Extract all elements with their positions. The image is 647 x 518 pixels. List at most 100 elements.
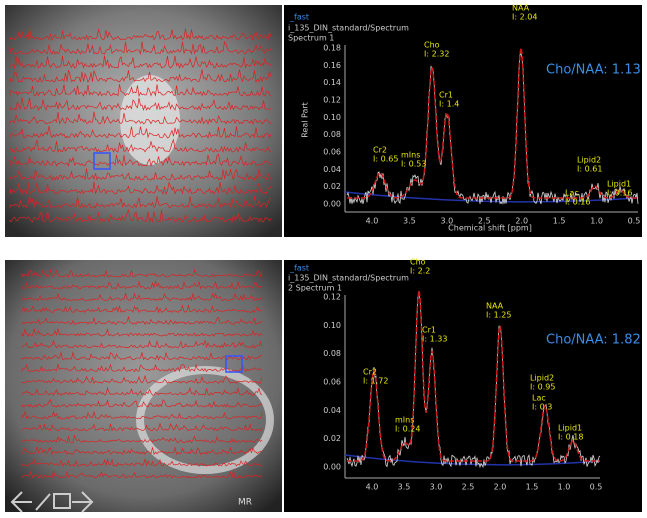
- voxel-spectra: [21, 410, 263, 420]
- voxel-spectra: [9, 153, 272, 168]
- peak-value: I: 1.4: [439, 100, 459, 109]
- peak-name: Lipid1: [558, 424, 582, 433]
- mr-image-bottom: [5, 260, 282, 512]
- path: i_135_DIN_standard/Spectrum: [288, 274, 409, 283]
- subtitle: Spectrum 1: [288, 34, 334, 43]
- voxel-spectra: [9, 69, 272, 84]
- peak-value: I: 0.65: [373, 155, 398, 164]
- path: i_135_DIN_standard/Spectrum: [288, 24, 409, 33]
- y-tick-label: 0.08: [323, 349, 341, 358]
- ratio: Cho/NAA: 1.82: [546, 333, 641, 348]
- y-tick-label: 0.04: [323, 165, 341, 174]
- x-tick-label: 3.5: [398, 483, 411, 492]
- peak-name: NAA: [486, 302, 504, 311]
- peak-name: Lipid2: [577, 156, 601, 165]
- spectrum-raw: [346, 294, 601, 469]
- subtitle: 2 Spectrum 1: [288, 284, 342, 293]
- peak-name: Cr1: [439, 91, 453, 100]
- back-icon[interactable]: [10, 491, 32, 513]
- peak-name: Cr1: [422, 326, 436, 335]
- voxel-spectra: [21, 268, 263, 278]
- voxel-spectra: [21, 399, 263, 408]
- x-tick-label: 1.5: [553, 217, 566, 226]
- peak-value: I: 2.32: [424, 50, 449, 59]
- voxel-spectra: [9, 208, 272, 224]
- x-tick-label: 3.5: [403, 217, 416, 226]
- voxel-spectra: [9, 138, 272, 153]
- note-icon[interactable]: [53, 493, 71, 509]
- y-tick-label: 0.06: [323, 148, 341, 157]
- voxel-marker[interactable]: [225, 355, 243, 373]
- peak-name: mIns: [401, 151, 420, 160]
- spectrum-raw: [346, 52, 639, 205]
- x-tick-label: 2.5: [462, 483, 475, 492]
- y-tick-label: 0.00: [323, 463, 341, 472]
- x-tick-label: 2.5: [478, 217, 491, 226]
- voxel-spectra: [21, 363, 263, 373]
- voxel-spectra: [21, 445, 263, 456]
- y-label: Real Part: [301, 102, 310, 138]
- peak-value: I: 1.33: [422, 335, 447, 344]
- peak-name: NAA: [512, 4, 530, 13]
- image-label: MR: [238, 498, 252, 508]
- voxel-spectra: [9, 97, 272, 112]
- peak-name: Lipid2: [530, 374, 554, 383]
- y-tick-label: 0.00: [323, 200, 341, 209]
- voxel-spectra: [21, 374, 263, 384]
- spectrum-fit: [347, 290, 600, 462]
- x-tick-label: 4.0: [366, 483, 379, 492]
- peak-value: I: 0.18: [558, 433, 583, 442]
- y-tick-label: 0.02: [323, 434, 341, 443]
- voxel-spectra: [9, 111, 272, 126]
- voxel-spectra: [9, 168, 272, 181]
- voxel-spectra: [21, 422, 263, 432]
- peak-name: Cr2: [373, 146, 387, 155]
- x-tick-label: 2.0: [515, 217, 528, 226]
- peak-value: I: 0.95: [530, 383, 555, 392]
- forward-icon[interactable]: [72, 491, 94, 513]
- peak-value: I: 0.16: [565, 198, 590, 207]
- x-tick-label: 0.5: [628, 217, 641, 226]
- source: _fast: [289, 264, 309, 273]
- y-tick-label: 0.08: [323, 130, 341, 139]
- x-tick-label: 1.5: [526, 483, 539, 492]
- y-tick-label: 0.06: [323, 378, 341, 387]
- voxel-spectra: [21, 339, 263, 349]
- ratio: Cho/NAA: 1.13: [546, 63, 641, 78]
- pen-icon[interactable]: [35, 493, 51, 511]
- toolbar: [10, 491, 94, 513]
- peak-value: I: 0.3: [532, 403, 552, 412]
- peak-name: Lipid1: [607, 180, 631, 189]
- peak-name: Cho: [410, 258, 426, 267]
- voxel-spectra: [21, 327, 263, 337]
- voxel-spectra: [21, 386, 263, 396]
- voxel-spectra: [21, 315, 263, 326]
- voxel-spectra: [9, 40, 272, 56]
- peak-value: I: 0.61: [577, 165, 602, 174]
- voxel-spectra: [21, 304, 263, 314]
- peak-name: Lac: [532, 394, 546, 403]
- baseline: [344, 454, 601, 466]
- voxel-spectra: [9, 55, 272, 70]
- voxel-spectra: [9, 84, 272, 98]
- voxel-spectra: [21, 434, 263, 444]
- y-tick-label: 0.12: [323, 96, 341, 105]
- peak-value: I: 2.2: [410, 267, 430, 276]
- spectrum-panel-bottom: [284, 260, 642, 512]
- x-tick-label: 1.0: [590, 217, 603, 226]
- x-label: Chemical shift [ppm]: [448, 224, 532, 233]
- x-tick-label: 0.5: [590, 483, 603, 492]
- peak-value: I: 1.25: [486, 311, 511, 320]
- voxel-spectra: [9, 125, 272, 139]
- x-tick-label: 2.0: [494, 483, 507, 492]
- spectrum-fit: [347, 47, 638, 199]
- voxel-spectra: [21, 292, 263, 302]
- voxel-marker[interactable]: [93, 152, 111, 170]
- peak-name: Lac: [565, 189, 579, 198]
- peak-value: I: 0.16: [607, 189, 632, 198]
- x-tick-label: 3.0: [440, 217, 453, 226]
- voxel-spectra: [9, 195, 272, 209]
- x-tick-label: 3.0: [430, 483, 443, 492]
- y-tick-label: 0.10: [323, 321, 341, 330]
